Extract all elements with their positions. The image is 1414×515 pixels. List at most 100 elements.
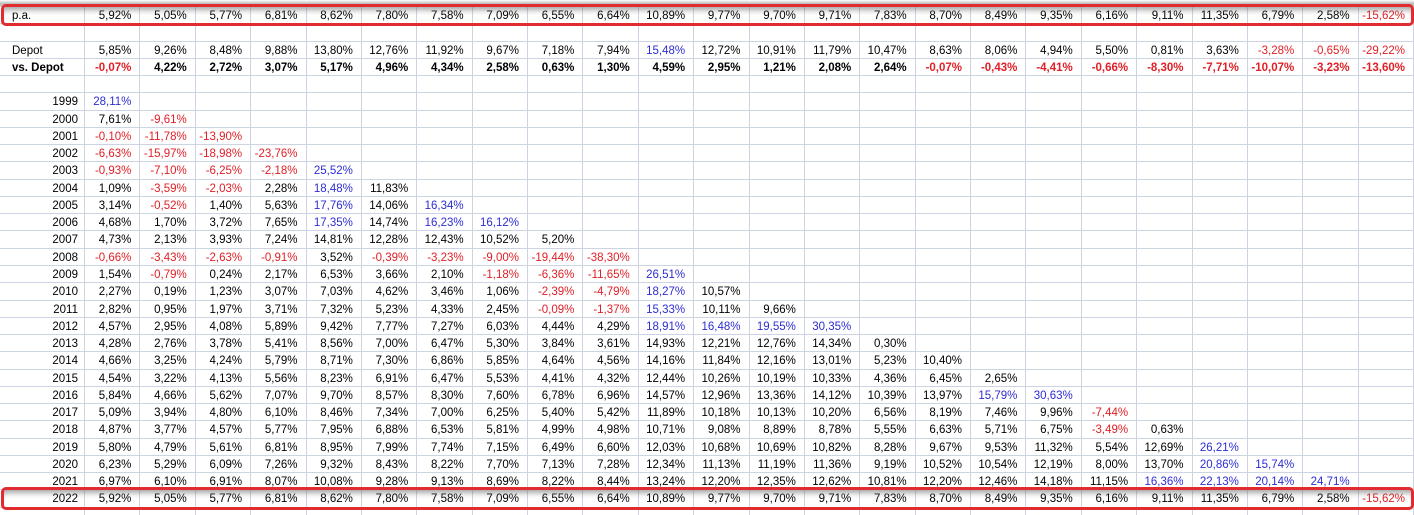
return-cell[interactable]: 7,80%	[362, 7, 418, 24]
return-cell[interactable]: 12,03%	[639, 438, 695, 455]
return-cell[interactable]: 7,00%	[417, 404, 473, 421]
empty-cell[interactable]	[1359, 179, 1414, 196]
return-cell[interactable]: 5,62%	[196, 386, 252, 404]
empty-cell[interactable]	[1193, 179, 1248, 196]
return-cell[interactable]: 11,79%	[805, 41, 861, 58]
return-cell[interactable]: 13,01%	[805, 352, 861, 369]
empty-cell[interactable]	[307, 76, 362, 93]
empty-cell[interactable]	[1193, 214, 1248, 231]
return-cell[interactable]: 5,77%	[251, 421, 307, 438]
return-cell[interactable]: 3,25%	[140, 352, 196, 369]
empty-cell[interactable]	[971, 507, 1027, 515]
return-cell[interactable]: 12,62%	[805, 473, 861, 490]
empty-cell[interactable]	[1248, 369, 1304, 386]
empty-cell[interactable]	[694, 24, 750, 41]
empty-cell[interactable]	[1303, 93, 1359, 110]
return-cell[interactable]: -6,36%	[528, 265, 584, 283]
return-cell[interactable]: 5,09%	[85, 404, 141, 421]
empty-cell[interactable]	[1303, 404, 1359, 421]
return-cell[interactable]: 1,40%	[196, 196, 252, 214]
empty-cell[interactable]	[362, 145, 418, 162]
return-cell[interactable]: -2,39%	[528, 283, 584, 300]
return-cell[interactable]: 5,40%	[528, 404, 584, 421]
return-cell[interactable]: 16,34%	[417, 196, 473, 214]
empty-cell[interactable]	[916, 335, 971, 352]
return-cell[interactable]: -11,78%	[140, 127, 196, 145]
empty-cell[interactable]	[307, 127, 362, 145]
return-cell[interactable]: -0,93%	[85, 162, 141, 179]
empty-cell[interactable]	[1303, 179, 1359, 196]
year-label[interactable]: 2002	[0, 145, 85, 162]
return-cell[interactable]: 5,56%	[251, 369, 307, 386]
empty-cell[interactable]	[85, 76, 141, 93]
return-cell[interactable]: 11,35%	[1193, 490, 1248, 507]
return-cell[interactable]: 18,27%	[639, 283, 695, 300]
empty-cell[interactable]	[639, 507, 695, 515]
empty-cell[interactable]	[694, 265, 750, 283]
return-cell[interactable]: 5,92%	[85, 490, 141, 507]
empty-cell[interactable]	[1303, 507, 1359, 515]
return-cell[interactable]: 8,48%	[196, 41, 252, 58]
empty-cell[interactable]	[750, 179, 805, 196]
return-cell[interactable]: 8,44%	[583, 473, 639, 490]
return-cell[interactable]: 3,61%	[583, 335, 639, 352]
empty-cell[interactable]	[1026, 24, 1082, 41]
year-label[interactable]: 1999	[0, 93, 85, 110]
empty-cell[interactable]	[750, 231, 805, 248]
return-cell[interactable]: 6,63%	[916, 421, 971, 438]
return-cell[interactable]: 6,56%	[860, 404, 916, 421]
year-label[interactable]: 2008	[0, 248, 85, 265]
return-cell[interactable]: 5,05%	[140, 7, 196, 24]
return-cell[interactable]: 9,77%	[694, 490, 750, 507]
empty-cell[interactable]	[583, 76, 639, 93]
empty-cell[interactable]	[1026, 231, 1082, 248]
empty-cell[interactable]	[694, 110, 750, 127]
vs-depot-label[interactable]: vs. Depot	[0, 58, 85, 76]
return-cell[interactable]: 5,50%	[1082, 41, 1138, 58]
return-cell[interactable]: -3,28%	[1248, 41, 1304, 58]
empty-cell[interactable]	[1303, 317, 1359, 335]
empty-cell[interactable]	[307, 110, 362, 127]
return-cell[interactable]: 1,54%	[85, 265, 141, 283]
return-cell[interactable]: -0,79%	[140, 265, 196, 283]
empty-cell[interactable]	[1248, 76, 1304, 93]
return-cell[interactable]: 7,09%	[473, 7, 528, 24]
empty-cell[interactable]	[1359, 76, 1414, 93]
empty-cell[interactable]	[1082, 127, 1138, 145]
return-cell[interactable]: 10,69%	[750, 438, 805, 455]
return-cell[interactable]: 2,72%	[196, 58, 252, 76]
return-cell[interactable]: 24,71%	[1303, 473, 1359, 490]
empty-cell[interactable]	[1137, 386, 1193, 404]
return-cell[interactable]: 12,46%	[971, 473, 1027, 490]
return-cell[interactable]: 10,89%	[639, 7, 695, 24]
empty-cell[interactable]	[805, 248, 861, 265]
return-cell[interactable]: -18,98%	[196, 145, 252, 162]
empty-cell[interactable]	[1359, 421, 1414, 438]
empty-cell[interactable]	[694, 507, 750, 515]
return-cell[interactable]: 13,97%	[916, 386, 971, 404]
return-cell[interactable]: 6,81%	[251, 490, 307, 507]
return-cell[interactable]: 11,19%	[750, 455, 805, 473]
return-cell[interactable]: 9,11%	[1137, 7, 1193, 24]
empty-cell[interactable]	[860, 300, 916, 317]
empty-cell[interactable]	[1193, 76, 1248, 93]
empty-cell[interactable]	[1082, 145, 1138, 162]
year-label[interactable]: 2013	[0, 335, 85, 352]
pa-label[interactable]: p.a.	[0, 7, 85, 24]
return-cell[interactable]: 10,08%	[307, 473, 362, 490]
return-cell[interactable]: 5,17%	[307, 58, 362, 76]
return-cell[interactable]: 4,98%	[583, 421, 639, 438]
year-label[interactable]: 2011	[0, 300, 85, 317]
empty-cell[interactable]	[971, 93, 1027, 110]
return-cell[interactable]: -3,43%	[140, 248, 196, 265]
return-cell[interactable]: 13,80%	[307, 41, 362, 58]
return-cell[interactable]: 11,32%	[1026, 438, 1082, 455]
return-cell[interactable]: 3,66%	[362, 265, 418, 283]
return-cell[interactable]: 12,34%	[639, 455, 695, 473]
empty-cell[interactable]	[1026, 369, 1082, 386]
empty-cell[interactable]	[805, 214, 861, 231]
return-cell[interactable]: 12,19%	[1026, 455, 1082, 473]
return-cell[interactable]: 13,36%	[750, 386, 805, 404]
return-cell[interactable]: 12,28%	[362, 231, 418, 248]
empty-cell[interactable]	[1082, 317, 1138, 335]
